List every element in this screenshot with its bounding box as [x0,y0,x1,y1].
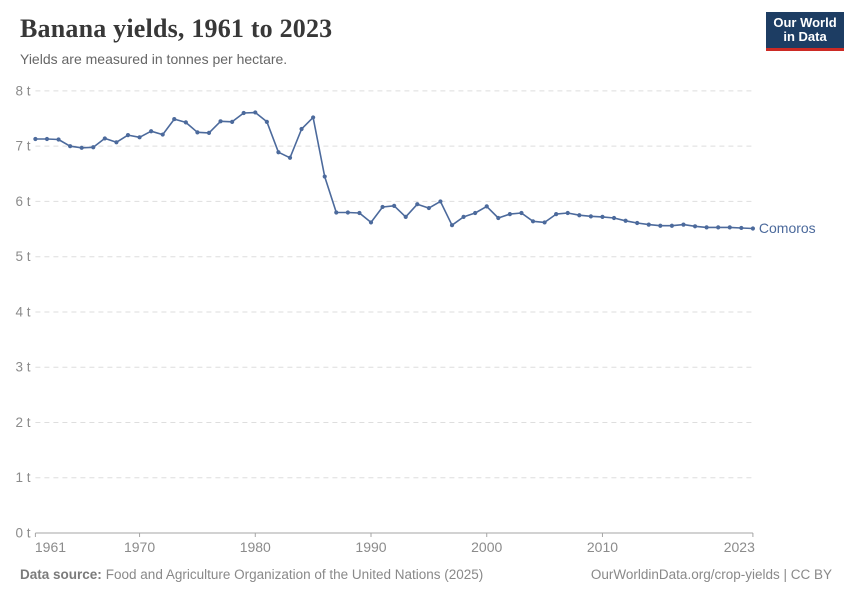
owid-logo-line1: Our World [773,15,837,30]
data-point-1963[interactable] [56,137,61,142]
y-tick-label-2t: 2 t [15,415,30,430]
data-source-note: Data source: Food and Agriculture Organiz… [20,567,483,582]
data-point-2009[interactable] [588,214,593,219]
y-tick-label-7t: 7 t [15,139,30,154]
y-tick-label-8t: 8 t [15,83,30,98]
data-point-1968[interactable] [114,140,119,145]
data-point-1965[interactable] [79,145,84,150]
data-point-1966[interactable] [91,145,96,150]
owid-logo-line2: in Data [783,29,827,44]
chart-footer: Data source: Food and Agriculture Organiz… [20,567,832,582]
data-point-1964[interactable] [68,144,73,149]
data-point-1982[interactable] [276,150,281,155]
data-point-1977[interactable] [218,119,223,124]
data-point-2017[interactable] [681,222,686,227]
data-point-2005[interactable] [542,220,547,225]
data-point-2014[interactable] [646,222,651,227]
data-point-2006[interactable] [554,212,559,217]
data-point-2021[interactable] [727,225,732,230]
data-point-2003[interactable] [519,210,524,216]
data-point-1999[interactable] [473,210,478,216]
data-point-1988[interactable] [345,210,350,215]
data-point-1973[interactable] [172,116,177,122]
data-point-2019[interactable] [704,225,709,230]
data-point-1998[interactable] [461,214,466,219]
data-point-1983[interactable] [287,155,293,160]
data-point-1980[interactable] [253,110,258,115]
x-tick-label-1961: 1961 [35,539,66,555]
entity-label-comoros[interactable]: Comoros [759,220,816,236]
x-tick-label-2000: 2000 [471,539,502,555]
data-point-2016[interactable] [669,223,674,228]
data-point-1990[interactable] [368,220,374,225]
data-point-2020[interactable] [716,225,721,230]
x-tick-label-2010: 2010 [587,539,618,555]
data-point-1976[interactable] [206,130,212,135]
data-point-1981[interactable] [264,119,269,124]
x-tick-label-2023: 2023 [724,539,755,555]
y-tick-label-4t: 4 t [15,304,30,319]
x-tick-label-1980: 1980 [240,539,271,555]
data-point-2013[interactable] [635,220,640,226]
data-point-1972[interactable] [160,132,165,137]
data-point-1970[interactable] [137,135,142,140]
attribution-link[interactable]: OurWorldinData.org/crop-yields | CC BY [590,567,832,582]
owid-logo[interactable]: Our World in Data [766,12,844,51]
data-point-1995[interactable] [426,205,431,211]
data-line-comoros[interactable] [35,111,753,230]
data-point-1974[interactable] [183,120,188,125]
data-source-text: Food and Agriculture Organization of the… [105,567,484,582]
y-tick-label-0t: 0 t [15,526,30,541]
data-point-2012[interactable] [623,218,628,223]
data-point-2002[interactable] [507,212,512,217]
data-point-2004[interactable] [530,219,536,224]
data-point-1967[interactable] [102,136,107,141]
data-source-label: Data source: [20,567,102,582]
y-tick-label-3t: 3 t [15,360,30,375]
data-point-2010[interactable] [600,214,605,219]
data-point-1993[interactable] [403,214,408,219]
data-point-1989[interactable] [357,210,362,216]
data-point-2022[interactable] [739,225,744,231]
data-point-1992[interactable] [392,203,397,208]
data-point-2007[interactable] [565,210,570,216]
data-point-1978[interactable] [230,119,235,124]
data-point-2008[interactable] [577,213,582,218]
data-point-1984[interactable] [299,126,304,132]
data-point-2015[interactable] [658,223,663,228]
data-point-1985[interactable] [311,115,316,120]
x-tick-label-1990: 1990 [355,539,386,555]
data-point-1979[interactable] [241,110,246,116]
y-tick-label-1t: 1 t [15,470,30,485]
data-point-1961[interactable] [33,136,38,142]
data-point-2018[interactable] [692,224,698,229]
data-point-1986[interactable] [322,174,327,179]
chart-title: Banana yields, 1961 to 2023 [20,14,333,43]
data-point-1991[interactable] [380,204,385,210]
data-point-1997[interactable] [449,223,455,228]
x-tick-label-1970: 1970 [124,539,155,555]
data-point-1962[interactable] [44,136,50,142]
data-point-1975[interactable] [195,130,200,135]
data-point-1969[interactable] [125,133,131,138]
data-point-1987[interactable] [334,210,339,215]
data-point-2023[interactable] [750,226,756,231]
y-tick-label-5t: 5 t [15,249,30,264]
data-point-1996[interactable] [438,199,443,204]
data-point-2000[interactable] [484,204,489,209]
data-point-1994[interactable] [415,202,420,207]
chart-subtitle: Yields are measured in tonnes per hectar… [20,51,288,67]
data-point-2011[interactable] [611,215,617,221]
data-point-2001[interactable] [496,215,501,221]
y-tick-label-6t: 6 t [15,194,30,209]
data-point-1971[interactable] [149,129,154,134]
